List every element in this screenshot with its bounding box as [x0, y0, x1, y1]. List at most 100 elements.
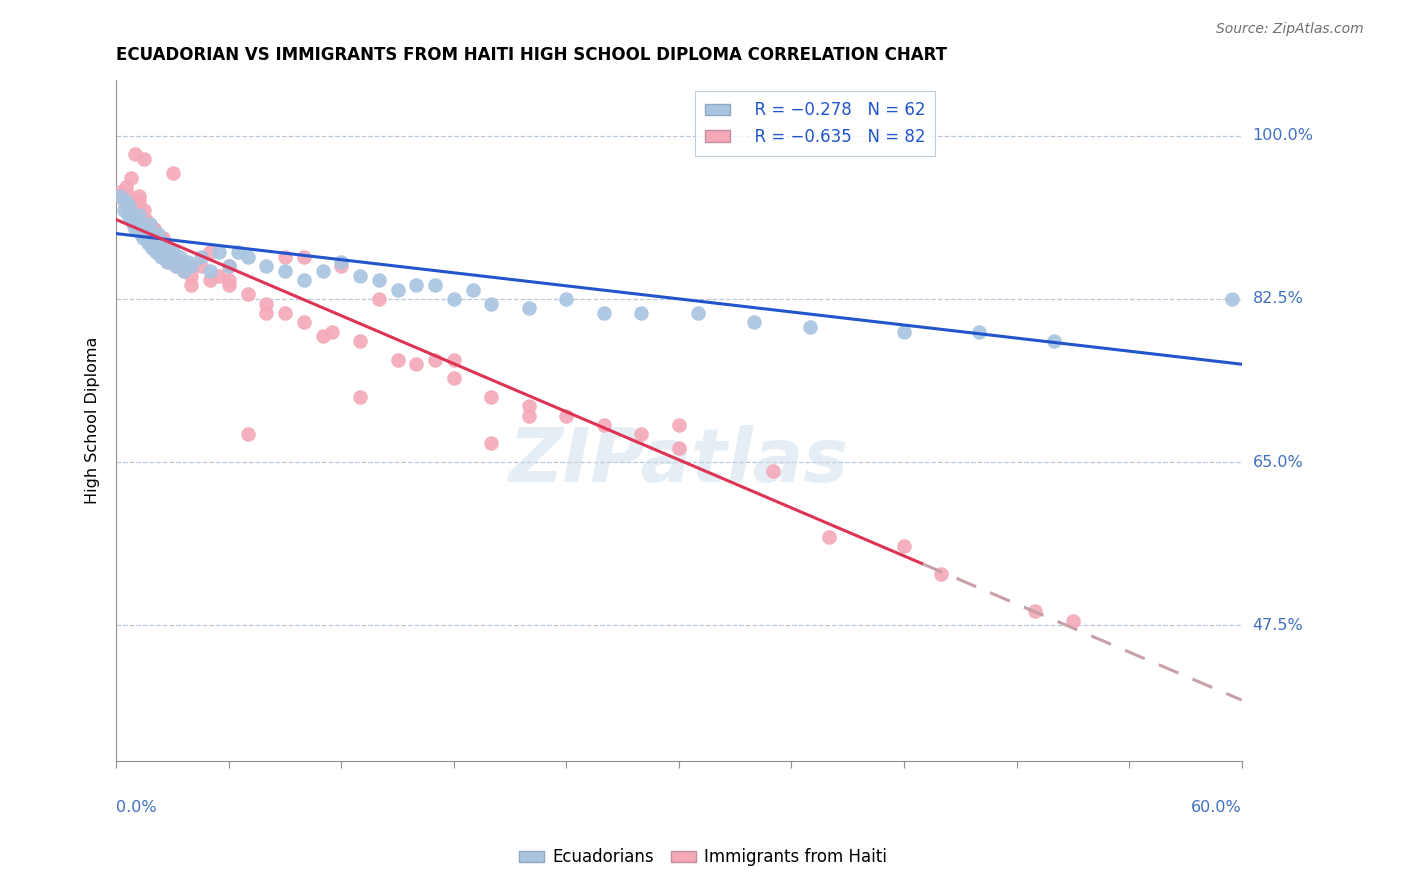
Point [108, 189, 131, 203]
Point [208, 245, 231, 260]
Point [124, 147, 146, 161]
Point [134, 222, 156, 236]
Point [799, 319, 821, 334]
Point [254, 296, 277, 310]
Point [236, 287, 259, 301]
Point [1062, 614, 1084, 628]
Point [118, 198, 141, 212]
Text: 82.5%: 82.5% [1253, 292, 1303, 306]
Point [139, 227, 162, 241]
Point [120, 170, 142, 185]
Point [117, 208, 139, 222]
Point [134, 152, 156, 166]
Point [142, 231, 165, 245]
Point [330, 259, 353, 273]
Point [443, 371, 465, 385]
Point [274, 264, 297, 278]
Point [150, 231, 173, 245]
Point [630, 427, 652, 442]
Text: 100.0%: 100.0% [1253, 128, 1313, 143]
Point [180, 268, 202, 283]
Point [1220, 292, 1243, 306]
Point [893, 325, 915, 339]
Point [292, 250, 315, 264]
Point [125, 212, 148, 227]
Point [405, 357, 427, 371]
Point [198, 264, 221, 278]
Point [162, 250, 184, 264]
Point [146, 227, 169, 241]
Point [139, 217, 162, 231]
Point [668, 417, 690, 432]
Point [593, 306, 616, 320]
Point [190, 250, 212, 264]
Point [152, 231, 174, 245]
Point [630, 306, 652, 320]
Point [226, 245, 249, 260]
Point [153, 245, 176, 260]
Point [461, 283, 484, 297]
Point [128, 194, 150, 208]
Point [165, 259, 187, 273]
Point [156, 241, 179, 255]
Text: 60.0%: 60.0% [1191, 799, 1241, 814]
Point [169, 254, 191, 268]
Point [893, 539, 915, 553]
Point [128, 189, 150, 203]
Point [122, 217, 145, 231]
Point [423, 277, 446, 292]
Point [136, 235, 159, 250]
Point [157, 250, 180, 264]
Point [180, 259, 202, 273]
Point [141, 235, 163, 250]
Point [254, 259, 277, 273]
Point [686, 306, 709, 320]
Point [208, 268, 231, 283]
Point [517, 399, 540, 413]
Point [349, 268, 371, 283]
Point [145, 227, 167, 241]
Point [818, 530, 841, 544]
Point [668, 441, 690, 455]
Point [129, 217, 152, 231]
Point [762, 465, 785, 479]
Point [148, 245, 170, 260]
Point [218, 259, 240, 273]
Point [274, 250, 297, 264]
Point [198, 273, 221, 287]
Point [128, 208, 150, 222]
Point [593, 417, 616, 432]
Point [120, 212, 142, 227]
Text: ECUADORIAN VS IMMIGRANTS FROM HAITI HIGH SCHOOL DIPLOMA CORRELATION CHART: ECUADORIAN VS IMMIGRANTS FROM HAITI HIGH… [117, 46, 948, 64]
Point [134, 227, 156, 241]
Point [517, 409, 540, 423]
Point [405, 277, 427, 292]
Text: 0.0%: 0.0% [117, 799, 157, 814]
Point [555, 409, 578, 423]
Point [125, 203, 148, 218]
Point [153, 250, 176, 264]
Point [292, 273, 315, 287]
Point [120, 203, 142, 218]
Point [173, 264, 195, 278]
Point [190, 259, 212, 273]
Point [236, 250, 259, 264]
Point [254, 306, 277, 320]
Point [165, 259, 187, 273]
Point [218, 273, 240, 287]
Point [967, 325, 990, 339]
Point [330, 254, 353, 268]
Point [349, 390, 371, 404]
Point [443, 352, 465, 367]
Point [198, 245, 221, 260]
Point [124, 222, 146, 236]
Point [162, 166, 184, 180]
Point [131, 231, 153, 245]
Point [1043, 334, 1066, 348]
Point [387, 352, 409, 367]
Point [479, 296, 502, 310]
Point [387, 283, 409, 297]
Legend:   R = −0.278   N = 62,   R = −0.635   N = 82: R = −0.278 N = 62, R = −0.635 N = 82 [695, 91, 935, 156]
Point [146, 235, 169, 250]
Point [142, 222, 165, 236]
